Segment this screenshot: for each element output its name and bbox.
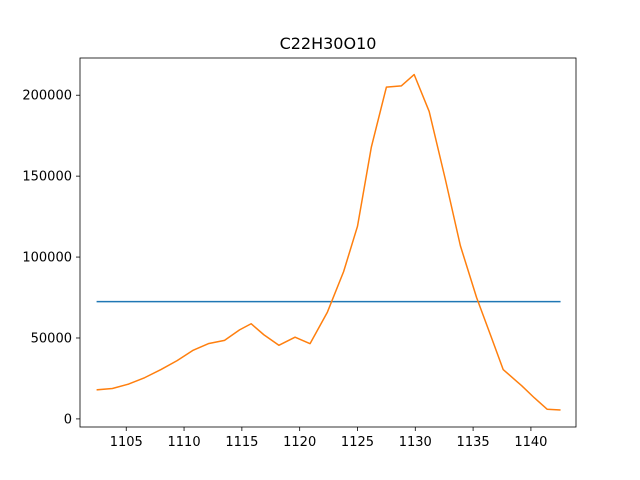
x-tick-label: 1130 xyxy=(399,435,432,450)
x-tick-label: 1140 xyxy=(514,435,547,450)
series-layer xyxy=(96,73,561,411)
plot-background xyxy=(80,58,576,427)
series-line-2 xyxy=(96,73,561,411)
x-tick-label: 1125 xyxy=(341,435,374,450)
y-tick-label: 50000 xyxy=(31,331,72,346)
x-tick-label: 1105 xyxy=(110,435,143,450)
y-tick-label: 100000 xyxy=(22,251,72,266)
y-axis: 0 50000 100000 150000 200000 xyxy=(22,89,80,427)
y-tick-label: 200000 xyxy=(22,89,72,104)
x-tick-label: 1135 xyxy=(457,435,490,450)
plot-area xyxy=(80,58,576,427)
chart-title: C22H30O10 xyxy=(280,34,377,53)
y-tick-label: 0 xyxy=(64,412,72,427)
plot-frame xyxy=(79,57,577,428)
x-tick-label: 1115 xyxy=(225,435,258,450)
x-tick-label: 1110 xyxy=(168,435,201,450)
y-tick-label: 150000 xyxy=(22,170,72,185)
x-axis: 1105 1110 1115 1120 1125 1130 1135 1140 xyxy=(110,427,547,450)
x-tick-label: 1120 xyxy=(283,435,316,450)
